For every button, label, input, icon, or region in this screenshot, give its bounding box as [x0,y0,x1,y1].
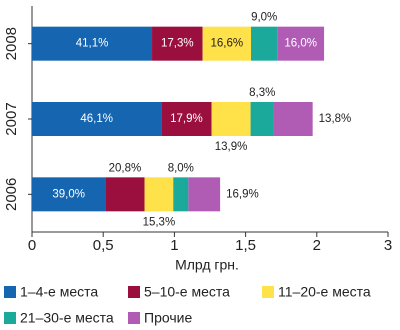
bar-segment [144,177,174,212]
data-label: 9,0% [251,12,277,24]
bar-segment [152,26,203,61]
bar-segment [202,26,252,61]
data-label: 16,0% [284,38,317,50]
data-label: 13,9% [215,141,248,153]
bar-segment [250,102,274,136]
bar-segment [211,102,251,136]
bar-segment [173,177,189,212]
legend-label: 1–4-е места [20,284,98,300]
data-label: 16,6% [210,38,243,50]
x-tick-label: 3 [384,237,392,254]
bar-segment [251,26,278,61]
data-label: 39,0% [52,188,85,200]
bar-segment [32,102,162,136]
y-tick-label: 2006 [3,178,20,211]
x-tick-label: 1,5 [235,237,256,254]
legend-swatch [262,286,274,298]
y-tick-label: 2008 [3,27,20,60]
x-tick-label: 0 [28,237,36,254]
x-tick-label: 2 [313,237,321,254]
bar-segment [32,26,153,61]
data-label: 41,1% [76,38,109,50]
data-label: 15,3% [143,216,176,228]
data-label: 8,0% [168,162,194,174]
data-label: 17,3% [161,38,194,50]
x-tick-label: 1 [170,237,178,254]
data-label: 16,9% [226,188,259,200]
bar-segment [105,177,145,212]
bar-segment [32,177,106,212]
data-label: 20,8% [109,162,142,174]
data-label: 46,1% [80,113,113,125]
legend-label: 5–10-е места [144,284,230,300]
legend-swatch [4,286,16,298]
legend-label: 21–30-е места [20,310,114,326]
legend-swatch [128,286,140,298]
legend-swatch [128,312,140,324]
legend-swatch [4,312,16,324]
bar-segment [277,26,325,61]
bar-segment [161,102,212,136]
data-label: 17,9% [170,113,203,125]
bar-segment [188,177,221,212]
legend-label: Прочие [144,310,192,326]
y-tick-label: 2007 [3,102,20,135]
bar-segment [273,102,313,136]
x-tick-label: 0,5 [93,237,114,254]
data-label: 8,3% [249,87,275,99]
legend-label: 11–20-е места [278,284,371,300]
x-axis-title: Млрд грн. [175,257,239,273]
data-label: 13,8% [319,113,352,125]
